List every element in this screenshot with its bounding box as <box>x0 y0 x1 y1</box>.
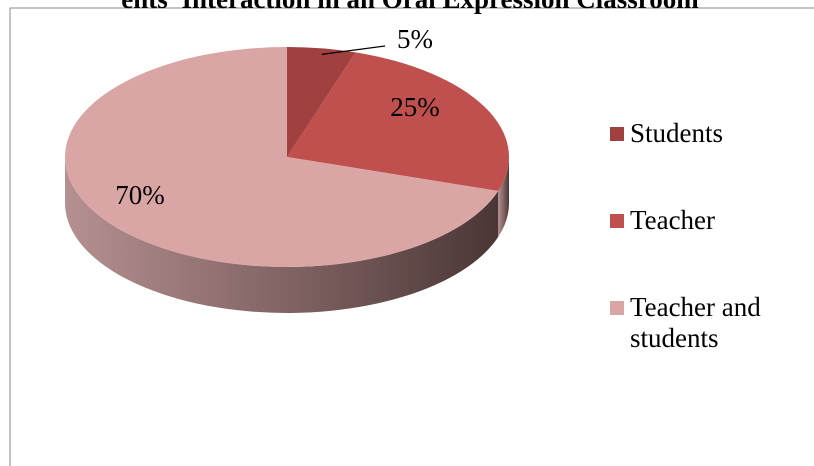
legend: Students Teacher Teacher and students <box>610 118 800 410</box>
legend-item: Students <box>610 118 800 149</box>
slice <box>287 47 356 157</box>
data-label: 25% <box>390 92 440 122</box>
chart-frame <box>9 7 814 466</box>
leader-line <box>321 45 386 55</box>
legend-label: Teacher <box>630 205 716 235</box>
legend-swatch <box>610 214 624 228</box>
slice-side <box>65 157 499 313</box>
legend-swatch <box>610 301 624 315</box>
legend-label: Students <box>630 118 724 148</box>
chart-title: ents’ Interaction in an Oral Expression … <box>121 0 699 14</box>
slice <box>64 47 499 267</box>
legend-label: Teacher and students <box>630 292 761 353</box>
legend-swatch <box>610 127 624 141</box>
legend-item: Teacher <box>610 205 800 236</box>
data-label: 5% <box>397 24 433 54</box>
slice <box>287 52 509 191</box>
legend-item: Teacher and students <box>610 292 800 354</box>
slice-side <box>498 157 509 237</box>
data-label: 70% <box>115 180 165 210</box>
